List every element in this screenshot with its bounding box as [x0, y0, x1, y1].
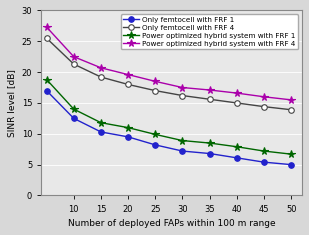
Only femtocell with FRF 4 [235, 102, 239, 104]
Only femtocell with FRF 4 [126, 83, 130, 86]
Power optimized hybrid system with FRF 4 [262, 95, 266, 98]
Only femtocell with FRF 1 [126, 135, 130, 138]
Power optimized hybrid system with FRF 1 [99, 121, 103, 124]
Power optimized hybrid system with FRF 4 [181, 86, 184, 89]
Power optimized hybrid system with FRF 4 [99, 67, 103, 69]
Only femtocell with FRF 1 [45, 89, 49, 92]
Power optimized hybrid system with FRF 1 [45, 78, 49, 81]
Power optimized hybrid system with FRF 1 [235, 145, 239, 148]
Power optimized hybrid system with FRF 4 [208, 89, 211, 91]
Power optimized hybrid system with FRF 4 [235, 92, 239, 94]
Only femtocell with FRF 1 [99, 130, 103, 133]
Only femtocell with FRF 4 [45, 37, 49, 40]
Power optimized hybrid system with FRF 4 [72, 55, 76, 58]
Only femtocell with FRF 4 [181, 94, 184, 97]
Only femtocell with FRF 1 [235, 157, 239, 159]
Only femtocell with FRF 1 [181, 150, 184, 153]
Only femtocell with FRF 4 [262, 105, 266, 108]
Only femtocell with FRF 1 [72, 117, 76, 120]
Power optimized hybrid system with FRF 4 [126, 73, 130, 76]
Only femtocell with FRF 1 [208, 152, 211, 155]
Power optimized hybrid system with FRF 1 [181, 139, 184, 142]
Legend: Only femtocell with FRF 1, Only femtocell with FRF 4, Power optimized hybrid sys: Only femtocell with FRF 1, Only femtocel… [121, 14, 298, 50]
Only femtocell with FRF 1 [289, 163, 293, 166]
Power optimized hybrid system with FRF 4 [154, 80, 157, 83]
Line: Power optimized hybrid system with FRF 1: Power optimized hybrid system with FRF 1 [43, 76, 295, 158]
Only femtocell with FRF 4 [289, 108, 293, 111]
Only femtocell with FRF 4 [99, 76, 103, 78]
Power optimized hybrid system with FRF 4 [289, 98, 293, 101]
Power optimized hybrid system with FRF 1 [126, 126, 130, 129]
Power optimized hybrid system with FRF 1 [289, 153, 293, 156]
X-axis label: Number of deployed FAPs within 100 m range: Number of deployed FAPs within 100 m ran… [68, 219, 275, 228]
Power optimized hybrid system with FRF 4 [45, 26, 49, 28]
Line: Only femtocell with FRF 1: Only femtocell with FRF 1 [44, 88, 294, 167]
Only femtocell with FRF 4 [72, 63, 76, 66]
Only femtocell with FRF 1 [154, 144, 157, 146]
Power optimized hybrid system with FRF 1 [154, 133, 157, 136]
Only femtocell with FRF 4 [208, 98, 211, 101]
Power optimized hybrid system with FRF 1 [262, 150, 266, 153]
Power optimized hybrid system with FRF 1 [208, 142, 211, 145]
Power optimized hybrid system with FRF 1 [72, 108, 76, 110]
Only femtocell with FRF 1 [262, 161, 266, 164]
Only femtocell with FRF 4 [154, 89, 157, 92]
Line: Only femtocell with FRF 4: Only femtocell with FRF 4 [44, 35, 294, 113]
Y-axis label: SINR level [dB]: SINR level [dB] [7, 69, 16, 137]
Line: Power optimized hybrid system with FRF 4: Power optimized hybrid system with FRF 4 [43, 23, 295, 104]
